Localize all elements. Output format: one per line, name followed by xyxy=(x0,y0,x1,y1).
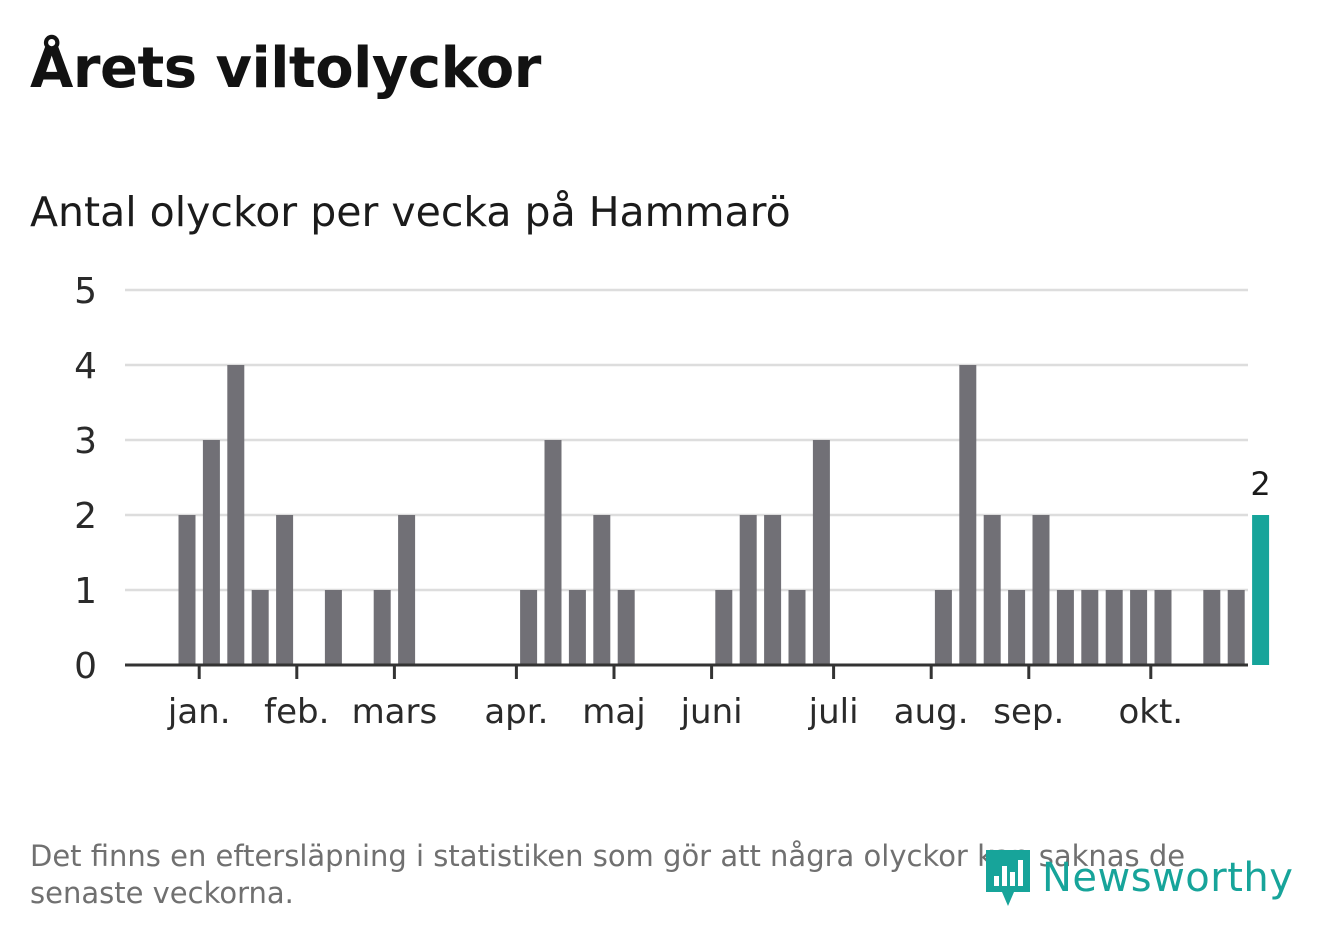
bar xyxy=(1081,590,1098,665)
chart-subtitle: Antal olyckor per vecka på Hammarö xyxy=(30,188,791,236)
bar xyxy=(593,515,610,665)
bar xyxy=(935,590,952,665)
x-tick-label: sep. xyxy=(993,692,1064,732)
bar-chart-pin-icon xyxy=(982,846,1034,910)
bar xyxy=(227,365,244,665)
bar xyxy=(959,365,976,665)
bar xyxy=(764,515,781,665)
bar xyxy=(276,515,293,665)
x-tick-label: maj xyxy=(582,692,645,732)
x-tick-label: aug. xyxy=(894,692,969,732)
bar xyxy=(203,440,220,665)
bar xyxy=(325,590,342,665)
bar xyxy=(374,590,391,665)
x-tick-label: juni xyxy=(680,692,743,732)
bar xyxy=(813,440,830,665)
bar xyxy=(1008,590,1025,665)
bar xyxy=(1203,590,1220,665)
x-tick-label: jan. xyxy=(167,692,231,732)
x-tick-label: feb. xyxy=(264,692,329,732)
bar xyxy=(715,590,732,665)
bar xyxy=(1057,590,1074,665)
bar xyxy=(1228,590,1245,665)
chart-title: Årets viltolyckor xyxy=(30,36,541,101)
y-tick-label: 2 xyxy=(74,496,97,537)
bar-highlight xyxy=(1252,515,1269,665)
y-tick-label: 0 xyxy=(74,646,97,687)
y-tick-label: 5 xyxy=(74,271,97,312)
y-tick-label: 4 xyxy=(74,346,97,387)
data-label: 2 xyxy=(1250,465,1270,503)
bar-chart: 0 1 2 3 4 5 2 jan. feb. mars apr. maj juni juli aug. se… xyxy=(0,260,1322,740)
x-tick-label: okt. xyxy=(1118,692,1183,732)
bar xyxy=(740,515,757,665)
bar xyxy=(1130,590,1147,665)
bar xyxy=(252,590,269,665)
bar xyxy=(398,515,415,665)
y-tick-label: 3 xyxy=(74,421,97,462)
bar xyxy=(545,440,562,665)
y-tick-label: 1 xyxy=(74,571,97,612)
x-tick-label: mars xyxy=(352,692,438,732)
x-tick-label: juli xyxy=(808,692,859,732)
bar xyxy=(520,590,537,665)
brand-name: Newsworthy xyxy=(1042,855,1293,901)
bar xyxy=(179,515,196,665)
bar xyxy=(984,515,1001,665)
bar xyxy=(618,590,635,665)
bar xyxy=(1033,515,1050,665)
x-tick-label: apr. xyxy=(484,692,548,732)
bar xyxy=(789,590,806,665)
bar xyxy=(1155,590,1172,665)
bar xyxy=(569,590,586,665)
brand-logo: Newsworthy xyxy=(982,846,1293,910)
bar xyxy=(1106,590,1123,665)
